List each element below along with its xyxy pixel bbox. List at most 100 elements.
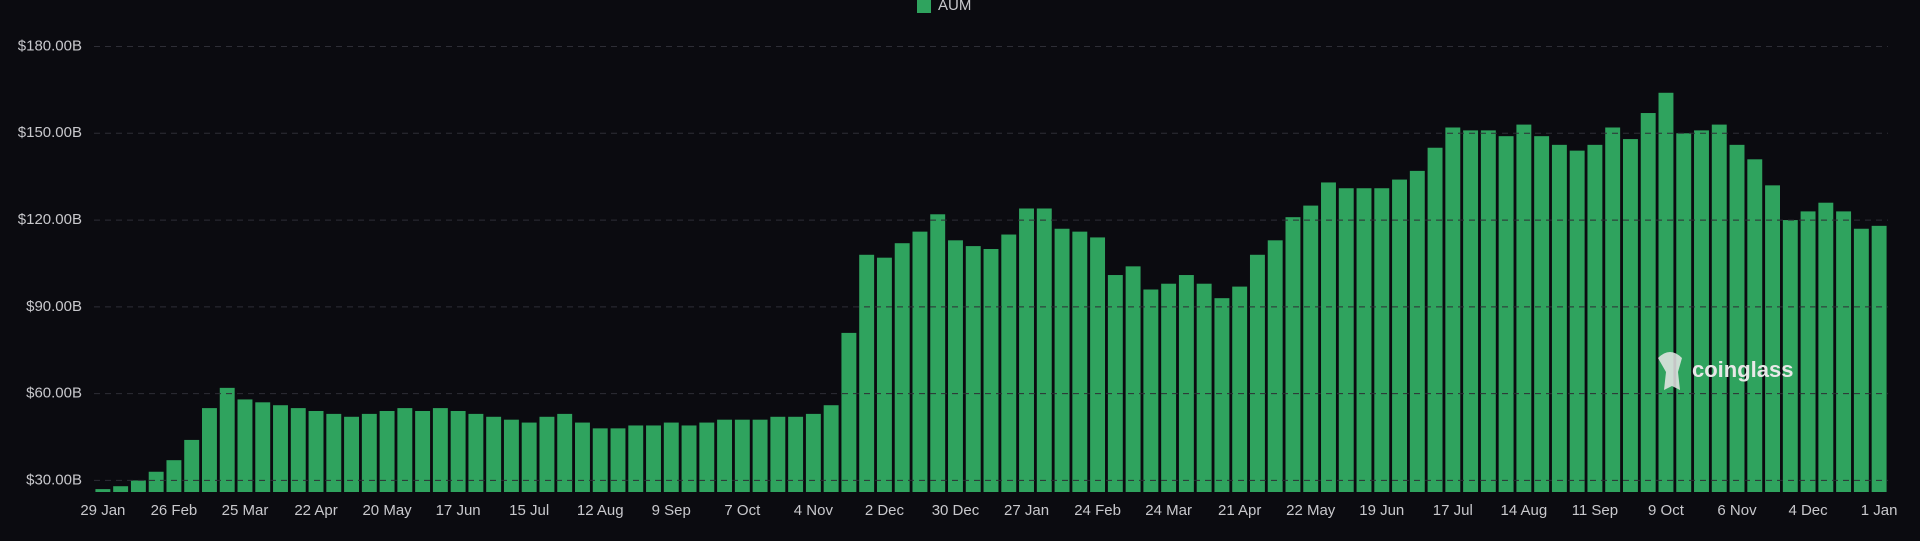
bar [1392,179,1407,492]
bar [1569,150,1585,492]
bar [752,419,768,492]
x-tick-label: 17 Jun [436,502,481,519]
x-tick-label: 15 Jul [509,502,549,519]
bar [805,413,821,492]
y-tick-label: $60.00B [26,385,82,402]
bar [1196,283,1212,492]
x-tick-label: 12 Aug [577,502,624,519]
bar [930,214,946,492]
bar [1871,225,1887,493]
legend-label[interactable]: AUM [938,0,971,14]
bar [1516,124,1532,492]
bar [859,254,875,492]
bar [788,416,804,492]
bar [1001,234,1017,493]
x-tick-label: 6 Nov [1717,502,1757,519]
bar [273,405,288,492]
y-tick-label: $150.00B [18,124,82,141]
bar [201,408,217,492]
x-tick-label: 14 Aug [1501,502,1548,519]
x-tick-label: 24 Mar [1145,502,1192,519]
bar [1622,139,1638,493]
x-tick-label: 20 May [362,502,412,519]
bar [1765,185,1781,492]
bar [894,243,910,492]
bar [717,419,733,492]
bar [1498,136,1514,492]
bar [1072,231,1088,492]
bar [1161,283,1177,492]
bar [1800,211,1816,492]
bar [1427,147,1443,493]
bar [379,410,395,492]
bar [575,422,590,492]
x-tick-label: 24 Feb [1074,502,1121,519]
bar [130,480,146,492]
bar [1694,130,1709,493]
bar [948,240,963,492]
bar [1480,130,1496,493]
bar [166,460,182,492]
x-tick-label: 22 Apr [294,502,337,519]
bar [734,419,750,492]
watermark-logo [1658,352,1682,390]
bar [113,486,129,492]
bar [1054,228,1070,492]
bar [610,428,626,492]
y-tick-label: $30.00B [26,471,82,488]
x-tick-label: 25 Mar [222,502,269,519]
bar [1107,275,1123,492]
bar [255,402,271,492]
bar [1551,144,1567,492]
bar [681,425,697,492]
bar [1818,202,1834,492]
y-tick-label: $180.00B [18,37,82,54]
bar [1836,211,1852,492]
x-tick-label: 19 Jun [1359,502,1404,519]
bar [1143,289,1159,492]
bar [876,257,892,492]
x-tick-label: 11 Sep [1572,502,1618,519]
bar [699,422,715,492]
bar [415,410,431,492]
bar [823,405,839,492]
legend-swatch[interactable] [917,0,931,13]
bar [1019,208,1034,493]
bar [912,231,928,492]
bar [1374,188,1390,492]
bar [770,416,786,492]
x-tick-label: 17 Jul [1433,502,1473,519]
bar [1640,113,1656,493]
bar [646,425,661,492]
bar [290,408,306,492]
bar [1853,228,1869,492]
bar [1090,237,1106,492]
x-tick-label: 2 Dec [865,502,905,519]
x-tick-label: 22 May [1286,502,1336,519]
x-tick-label: 21 Apr [1218,502,1261,519]
bar [1214,298,1230,492]
x-tick-label: 1 Jan [1861,502,1898,519]
bar [308,410,324,492]
bar [521,422,537,492]
bar [557,413,573,492]
bar [1178,275,1194,492]
bar [326,413,342,492]
x-tick-label: 9 Sep [652,502,691,519]
bar [628,425,644,492]
x-tick-label: 30 Dec [932,502,980,519]
x-tick-label: 29 Jan [80,502,125,519]
x-tick-label: 9 Oct [1648,502,1685,519]
bar [1285,217,1301,493]
bar [486,416,502,492]
bar [1676,133,1692,492]
x-tick-label: 7 Oct [724,502,761,519]
bar [1605,127,1621,492]
bar [983,248,999,492]
bar [1534,136,1550,492]
bar [397,408,413,492]
bar [539,416,555,492]
bar [965,246,981,492]
watermark: coinglass [1692,357,1793,382]
